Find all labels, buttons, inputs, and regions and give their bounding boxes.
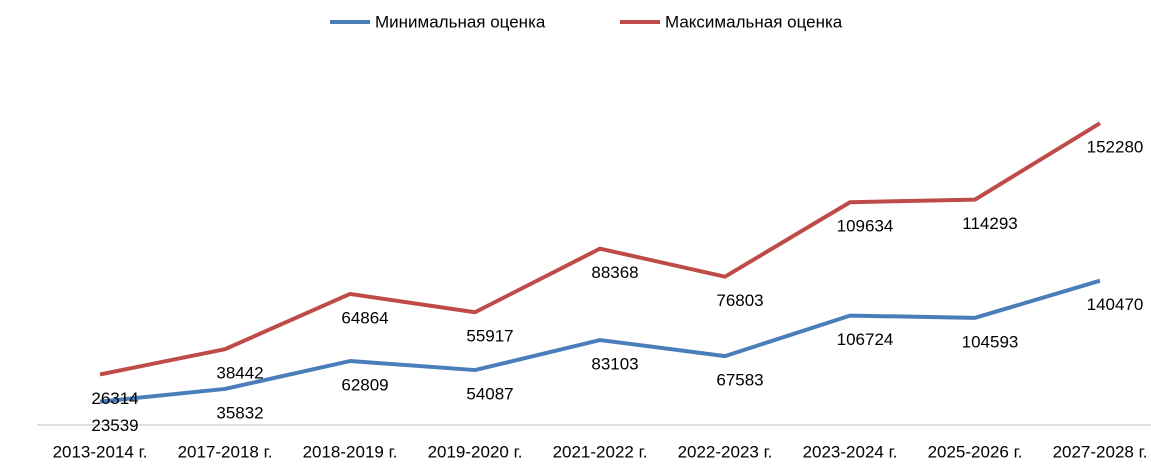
data-label: 104593: [962, 332, 1019, 351]
data-label: 64864: [341, 308, 388, 327]
series-line: [99, 121, 1102, 377]
x-tick-label: 2018-2019 г.: [303, 442, 398, 461]
x-tick-label: 2019-2020 г.: [428, 442, 523, 461]
x-tick-label: 2022-2023 г.: [678, 442, 773, 461]
data-label: 26314: [91, 389, 138, 408]
legend-label: Минимальная оценка: [375, 12, 546, 31]
data-label: 152280: [1087, 138, 1144, 157]
x-tick-label: 2017-2018 г.: [178, 442, 273, 461]
x-tick-label: 2027-2028 г.: [1053, 442, 1148, 461]
data-label: 114293: [962, 214, 1017, 233]
data-label: 62809: [341, 376, 388, 395]
x-tick-label: 2023-2024 г.: [803, 442, 898, 461]
data-label: 140470: [1087, 295, 1144, 314]
data-label: 106724: [837, 330, 894, 349]
x-tick-label: 2025-2026 г.: [928, 442, 1023, 461]
data-label: 55917: [466, 327, 513, 346]
data-label: 109634: [837, 217, 894, 236]
x-tick-label: 2013-2014 г.: [53, 442, 148, 461]
data-label: 35832: [216, 403, 263, 422]
legend-label: Максимальная оценка: [665, 12, 843, 31]
data-label: 88368: [591, 263, 638, 282]
x-tick-label: 2021-2022 г.: [553, 442, 648, 461]
data-label: 38442: [216, 364, 263, 383]
data-label: 83103: [591, 355, 638, 374]
data-label: 76803: [716, 291, 763, 310]
data-label: 54087: [466, 385, 513, 404]
series-line: [99, 278, 1101, 404]
data-label: 23539: [91, 416, 138, 435]
data-label: 67583: [716, 371, 763, 390]
